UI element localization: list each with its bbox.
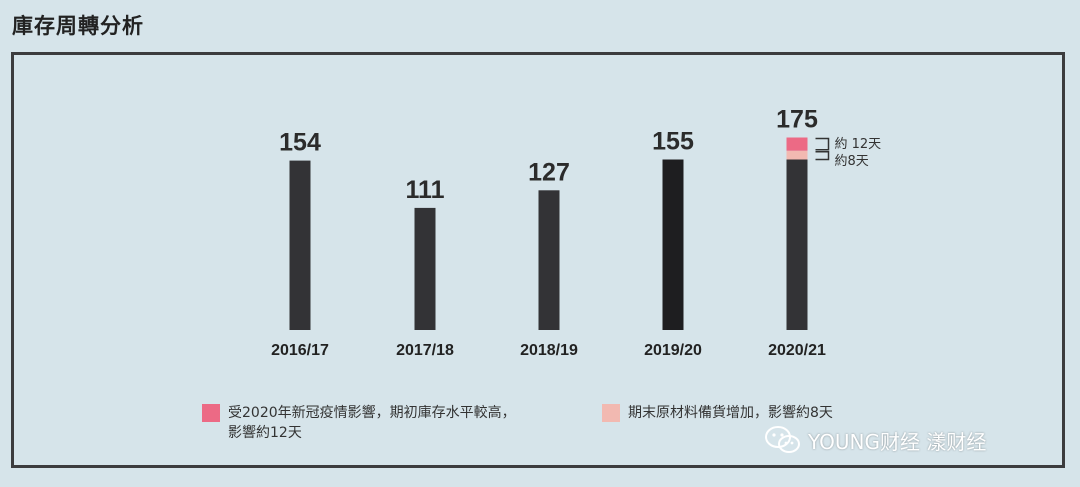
category-label-2018-19: 2018/19 [520, 342, 578, 359]
annotation-material: 約8天 [835, 154, 869, 169]
legend-label-material: 期末原材料備貨增加，影響約8天 [628, 405, 833, 421]
bar-2019-20 [662, 159, 684, 330]
value-label-2018-19: 127 [528, 158, 570, 186]
bar-2020-21-material [786, 150, 808, 160]
bars-group [289, 137, 808, 330]
bar-2016-17 [289, 160, 311, 330]
value-labels-group: 154 111 127 155 175 [279, 106, 818, 204]
bar-2020-21-base [786, 159, 808, 330]
category-label-2017-18: 2017/18 [396, 342, 454, 359]
legend-swatch-covid [202, 404, 220, 422]
bar-2017-18 [414, 207, 436, 330]
watermark: YOUNG财经 漾财经 [764, 425, 986, 455]
value-label-2020-21: 175 [776, 106, 818, 134]
bar-2020-21-covid [786, 137, 808, 151]
wechat-icon [765, 426, 800, 453]
bracket-covid [815, 137, 830, 151]
category-label-2019-20: 2019/20 [644, 342, 702, 359]
value-label-2019-20: 155 [652, 128, 694, 156]
legend-label-covid: 受2020年新冠疫情影響，期初庫存水平較高， 影響約12天 [228, 405, 516, 441]
chart-frame [11, 52, 1065, 468]
category-label-2016-17: 2016/17 [271, 342, 329, 359]
value-label-2017-18: 111 [406, 176, 445, 204]
legend-item-covid: 受2020年新冠疫情影響，期初庫存水平較高， 影響約12天 [202, 403, 516, 443]
value-label-2016-17: 154 [279, 129, 321, 157]
annotation-covid: 約 12天 [835, 137, 882, 152]
category-label-2020-21: 2020/21 [768, 342, 826, 359]
page-title: 庫存周轉分析 [12, 14, 144, 38]
watermark-text: YOUNG财经 漾财经 [808, 429, 987, 454]
bracket-material [815, 150, 830, 161]
legend-swatch-material [602, 404, 620, 422]
legend-item-material: 期末原材料備貨增加，影響約8天 [602, 403, 833, 423]
bar-2018-19 [538, 190, 560, 330]
category-labels-group: 2016/17 2017/18 2018/19 2019/20 2020/21 [271, 342, 826, 359]
